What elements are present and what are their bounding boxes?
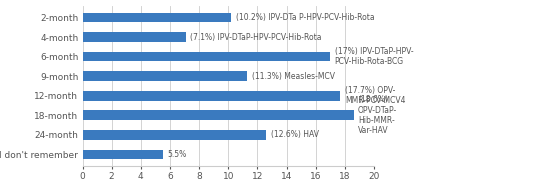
- Bar: [82, 150, 163, 159]
- Text: (18.6%)
OPV-DTaP-
Hib-MMR-
Var-HAV: (18.6%) OPV-DTaP- Hib-MMR- Var-HAV: [358, 95, 397, 135]
- Bar: [82, 91, 340, 101]
- Bar: [82, 32, 186, 42]
- Bar: [82, 13, 231, 22]
- Text: (11.3%) Measles-MCV: (11.3%) Measles-MCV: [251, 72, 334, 81]
- Text: (7.1%) IPV-DTaP-HPV-PCV-Hib-Rota: (7.1%) IPV-DTaP-HPV-PCV-Hib-Rota: [190, 32, 322, 41]
- Bar: [82, 71, 247, 81]
- Text: (17%) IPV-DTaP-HPV-
PCV-Hib-Rota-BCG: (17%) IPV-DTaP-HPV- PCV-Hib-Rota-BCG: [334, 47, 413, 66]
- Text: (10.2%) IPV-DTa P-HPV-PCV-Hib-Rota: (10.2%) IPV-DTa P-HPV-PCV-Hib-Rota: [235, 13, 374, 22]
- Bar: [82, 130, 266, 140]
- Text: (12.6%) HAV: (12.6%) HAV: [271, 130, 318, 139]
- Bar: [82, 52, 330, 62]
- Text: 5.5%: 5.5%: [167, 150, 186, 159]
- Bar: [82, 110, 354, 120]
- Text: (17.7%) OPV-
MMR-PCV-MCV4: (17.7%) OPV- MMR-PCV-MCV4: [345, 86, 405, 105]
